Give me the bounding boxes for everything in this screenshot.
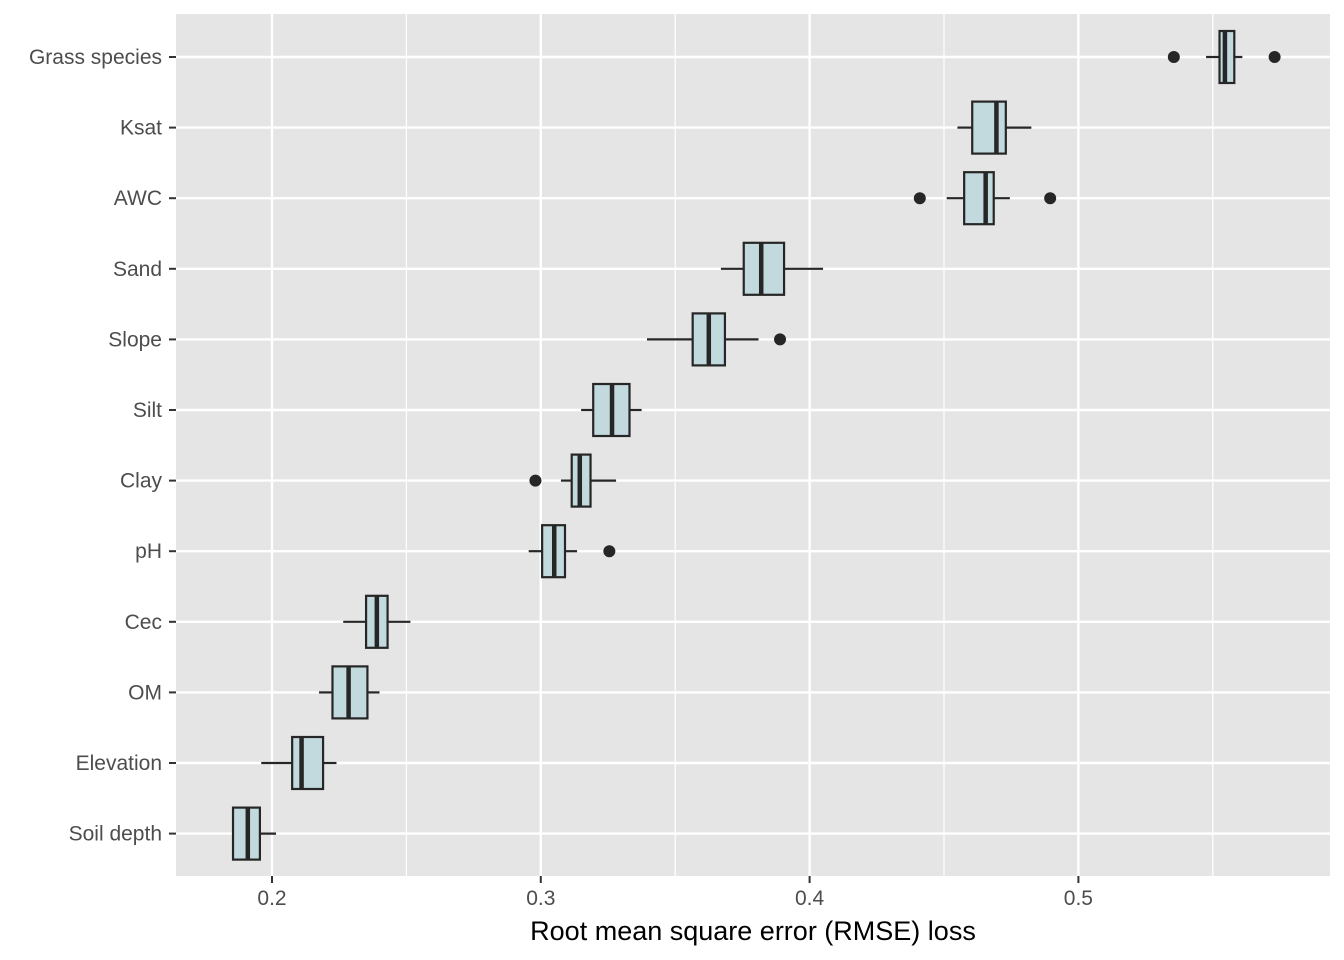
box-iqr xyxy=(963,171,995,226)
y-tick-label: Soil depth xyxy=(69,823,162,846)
outlier-point xyxy=(1044,192,1057,205)
outlier-point xyxy=(603,545,616,558)
y-tick-label: AWC xyxy=(114,187,162,210)
plot-panel xyxy=(176,14,1330,876)
box-plot xyxy=(343,594,411,649)
y-tick-label: Sand xyxy=(113,258,162,281)
y-tick-label: pH xyxy=(135,540,162,563)
box-plot xyxy=(646,312,787,367)
y-tick-label: Cec xyxy=(125,611,162,634)
box-plot xyxy=(529,453,617,508)
box-iqr xyxy=(742,241,786,296)
y-tick-label: Clay xyxy=(120,470,163,493)
box-plot xyxy=(957,100,1032,155)
box-plot xyxy=(231,806,277,861)
x-axis: 0.2 0.3 0.4 0.5 xyxy=(257,876,1093,910)
box-plot xyxy=(720,241,824,296)
y-axis: Grass species Ksat AWC Sand Slope Silt Clay pH C… xyxy=(29,46,176,846)
x-tick-label: 0.5 xyxy=(1064,887,1093,910)
box-iqr xyxy=(291,735,325,791)
x-axis-title: Root mean square error (RMSE) loss xyxy=(530,916,976,946)
x-tick-label: 0.3 xyxy=(526,887,555,910)
box-plot xyxy=(913,171,1057,226)
box-series xyxy=(231,29,1281,861)
x-tick-label: 0.2 xyxy=(257,887,286,910)
box-plot xyxy=(581,382,642,438)
box-plot xyxy=(261,735,337,791)
y-tick-label: Elevation xyxy=(76,752,162,775)
x-tick-label: 0.4 xyxy=(795,887,825,910)
y-tick-label: Slope xyxy=(108,328,162,351)
outlier-point xyxy=(1167,51,1180,63)
y-tick-label: OM xyxy=(128,681,162,704)
outlier-point xyxy=(529,474,542,487)
box-plot xyxy=(319,665,380,720)
box-iqr xyxy=(971,100,1007,155)
box-plot xyxy=(528,524,616,579)
y-tick-label: Silt xyxy=(133,399,162,422)
outlier-point xyxy=(774,333,787,346)
box-plot xyxy=(1167,29,1281,85)
y-tick-label: Ksat xyxy=(120,117,162,140)
outlier-point xyxy=(1268,51,1281,63)
y-tick-label: Grass species xyxy=(29,46,162,69)
outlier-point xyxy=(913,192,926,205)
